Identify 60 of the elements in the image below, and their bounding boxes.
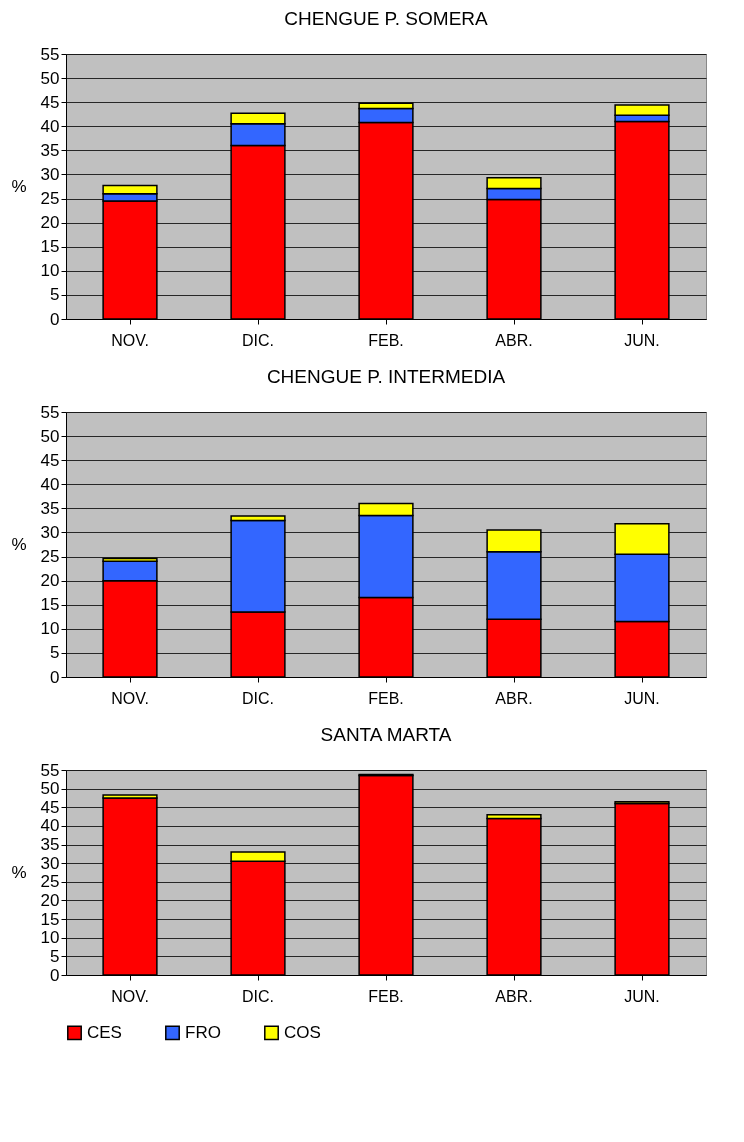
x-tick-label: FEB.	[368, 689, 404, 707]
legend-label: CES	[87, 1022, 122, 1042]
x-tick-label: ABR.	[495, 331, 533, 349]
y-axis-title: %	[11, 863, 27, 882]
x-tick-label: NOV.	[111, 331, 149, 349]
y-axis-title: %	[11, 177, 27, 196]
chart-title: CHENGUE P. SOMERA	[284, 8, 489, 29]
x-tick-label: DIC.	[242, 331, 274, 349]
legend-label: COS	[284, 1022, 321, 1042]
x-tick-label: DIC.	[242, 987, 274, 1005]
y-tick-label: 40	[40, 474, 60, 494]
y-tick-label: 0	[50, 309, 60, 329]
y-tick-label: 15	[40, 909, 60, 929]
y-tick-label: 25	[40, 872, 60, 892]
y-axis-title: %	[11, 535, 27, 554]
y-tick-label: 50	[40, 426, 60, 446]
y-tick-label: 10	[40, 261, 60, 281]
y-tick-label: 5	[50, 643, 60, 663]
y-tick-label: 55	[40, 760, 60, 780]
y-tick-label: 45	[40, 797, 60, 817]
x-tick-label: JUN.	[624, 689, 660, 707]
y-tick-label: 10	[40, 619, 60, 639]
y-tick-label: 30	[40, 522, 60, 542]
x-tick-label: ABR.	[495, 689, 533, 707]
x-tick-label: JUN.	[624, 987, 660, 1005]
y-tick-label: 45	[40, 450, 60, 470]
x-tick-label: JUN.	[624, 331, 660, 349]
x-tick-label: NOV.	[111, 689, 149, 707]
y-tick-label: 35	[40, 498, 60, 518]
y-tick-label: 25	[40, 547, 60, 567]
x-tick-label: DIC.	[242, 689, 274, 707]
y-tick-label: 50	[40, 68, 60, 88]
y-tick-label: 20	[40, 890, 60, 910]
y-tick-label: 30	[40, 853, 60, 873]
y-tick-label: 55	[40, 402, 60, 422]
x-tick-label: FEB.	[368, 987, 404, 1005]
y-tick-label: 5	[50, 285, 60, 305]
y-tick-label: 55	[40, 44, 60, 64]
y-tick-label: 35	[40, 835, 60, 855]
chart-title: SANTA MARTA	[320, 724, 452, 745]
legend-label: FRO	[185, 1022, 221, 1042]
y-tick-label: 15	[40, 237, 60, 257]
y-tick-label: 0	[50, 965, 60, 985]
chart-title: CHENGUE P. INTERMEDIA	[266, 366, 506, 387]
y-tick-label: 50	[40, 779, 60, 799]
y-tick-label: 40	[40, 816, 60, 836]
x-tick-label: ABR.	[495, 987, 533, 1005]
y-tick-label: 20	[40, 571, 60, 591]
y-tick-label: 20	[40, 213, 60, 233]
y-tick-label: 0	[50, 667, 60, 687]
y-tick-label: 35	[40, 140, 60, 160]
y-tick-label: 25	[40, 189, 60, 209]
y-tick-label: 15	[40, 595, 60, 615]
x-tick-label: FEB.	[368, 331, 404, 349]
y-tick-label: 5	[50, 946, 60, 966]
x-tick-label: NOV.	[111, 987, 149, 1005]
y-tick-label: 45	[40, 92, 60, 112]
y-tick-label: 30	[40, 164, 60, 184]
y-tick-label: 10	[40, 928, 60, 948]
y-tick-label: 40	[40, 116, 60, 136]
